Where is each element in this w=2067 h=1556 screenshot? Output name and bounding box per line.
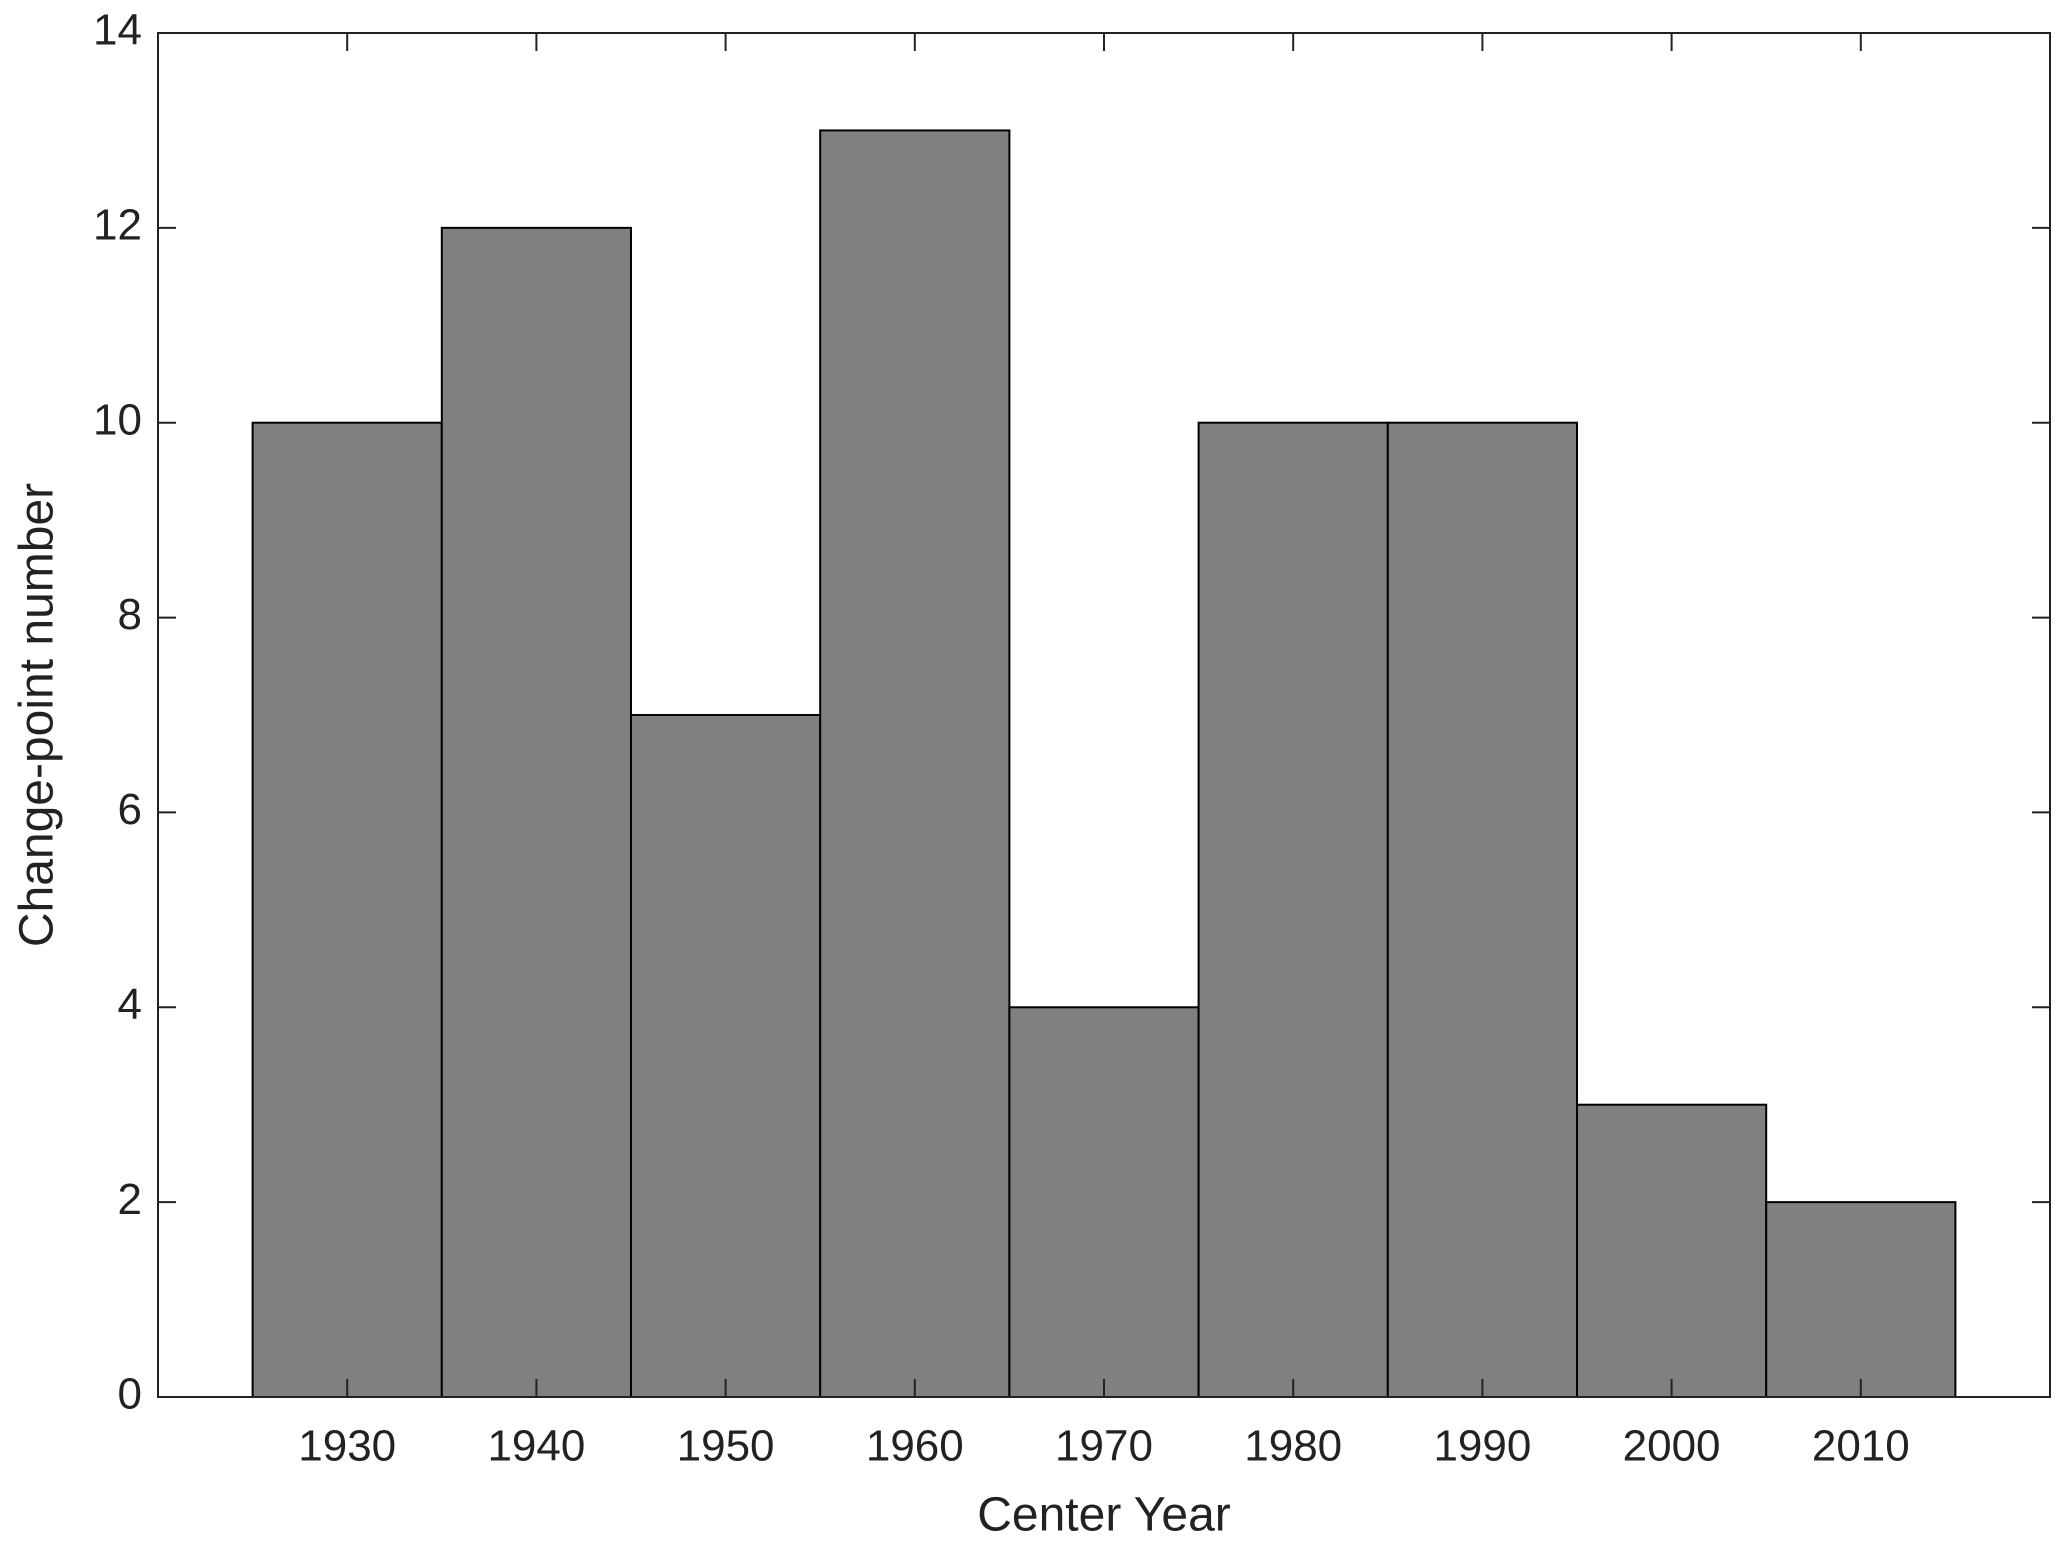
x-tick-label: 2010	[1812, 1422, 1910, 1471]
x-tick-label: 1940	[487, 1422, 585, 1471]
x-tick-label: 1990	[1433, 1422, 1531, 1471]
y-tick-label: 2	[118, 1175, 142, 1224]
bar	[819, 129, 1011, 1398]
y-tick-label: 10	[93, 395, 142, 444]
x-tick-label: 1960	[866, 1422, 964, 1471]
bar	[630, 714, 822, 1398]
y-tick-label: 14	[93, 6, 142, 55]
bar	[1197, 421, 1389, 1398]
x-tick-label: 1950	[677, 1422, 775, 1471]
x-tick-label: 1980	[1244, 1422, 1342, 1471]
bar	[1765, 1201, 1957, 1398]
bar	[1576, 1103, 1768, 1398]
x-axis-label: Center Year	[977, 1489, 1231, 1542]
x-tick-label: 1930	[298, 1422, 396, 1471]
y-tick-label: 0	[118, 1370, 142, 1419]
x-tick-label: 1970	[1055, 1422, 1153, 1471]
x-tick-label: 2000	[1623, 1422, 1721, 1471]
y-tick-label: 4	[118, 980, 142, 1029]
bar	[251, 421, 443, 1398]
y-tick-label: 12	[93, 200, 142, 249]
y-tick-label: 6	[118, 785, 142, 834]
y-axis-label: Change-point number	[11, 483, 64, 947]
y-tick-label: 8	[118, 590, 142, 639]
bar	[1386, 421, 1579, 1398]
bar	[440, 226, 632, 1398]
bar	[1008, 1006, 1200, 1398]
